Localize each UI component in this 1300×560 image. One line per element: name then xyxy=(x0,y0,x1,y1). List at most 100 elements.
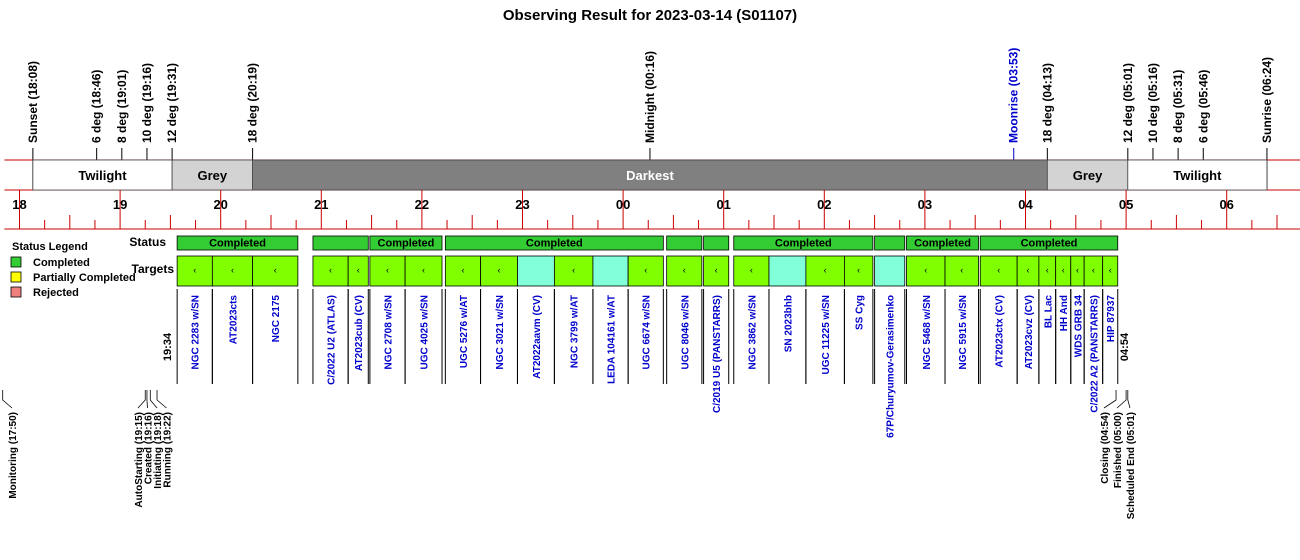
target-done-mark: ‹ xyxy=(997,265,1000,275)
status-segment-label: Completed xyxy=(378,238,435,250)
target-name: C/2022 U2 (ATLAS) xyxy=(327,295,338,385)
target-done-mark: ‹ xyxy=(857,265,860,275)
target-block xyxy=(480,255,518,287)
status-segment xyxy=(874,235,906,251)
target-name: UGC 5276 w/AT xyxy=(459,295,470,368)
target-done-mark: ‹ xyxy=(386,265,389,275)
event-leader-line xyxy=(149,390,158,409)
event-leader-line xyxy=(1127,390,1131,409)
hour-axis: 18 19 20 21 22 23 00 01 02 03 04 05 06 xyxy=(4,190,1300,230)
axis-tick-label: 01 xyxy=(716,197,730,212)
axis-tick-label: 19 xyxy=(113,197,127,212)
target-done-mark: ‹ xyxy=(1027,265,1030,275)
sun-event-label: 8 deg (19:01) xyxy=(115,70,129,143)
target-done-mark: ‹ xyxy=(683,265,686,275)
target-block xyxy=(944,255,979,287)
target-name: NGC 2175 xyxy=(271,295,282,343)
target-name: SN 2023bhb xyxy=(783,295,794,352)
target-name: UGC 11225 w/SN xyxy=(821,295,832,374)
target-name: NGC 5468 w/SN xyxy=(922,295,933,369)
event-label: Closing (04:54) xyxy=(1100,412,1111,484)
legend-label-completed: Completed xyxy=(33,257,90,269)
axis-tick-label: 18 xyxy=(12,197,26,212)
target-block xyxy=(979,255,1018,287)
event-label: Created (19:16) xyxy=(144,412,155,484)
target-name: C/2022 A2 (PANSTARRS) xyxy=(1089,295,1100,413)
target-done-mark: ‹ xyxy=(1092,265,1095,275)
target-block xyxy=(874,255,906,287)
target-name: C/2019 U5 (PANSTARRS) xyxy=(712,295,723,413)
sky-condition-bar: Twilight Grey Darkest Grey Twilight xyxy=(4,159,1300,191)
event-leader-line xyxy=(146,390,148,409)
target-done-mark: ‹ xyxy=(750,265,753,275)
target-done-mark: ‹ xyxy=(1046,265,1049,275)
target-done-mark: ‹ xyxy=(357,265,360,275)
status-segment xyxy=(979,235,1119,251)
target-done-mark: ‹ xyxy=(498,265,501,275)
target-done-mark: ‹ xyxy=(1062,265,1065,275)
status-segment xyxy=(312,235,369,251)
sun-event-label: 6 deg (18:46) xyxy=(90,70,104,143)
target-name: BL Lac xyxy=(1043,295,1054,329)
axis-tick-label: 02 xyxy=(817,197,831,212)
sun-event-label: Sunset (18:08) xyxy=(26,61,40,143)
axis-tick-label: 22 xyxy=(415,197,429,212)
target-name: NGC 2283 w/SN xyxy=(191,295,202,369)
target-name: SS Cyg xyxy=(855,295,866,330)
target-block xyxy=(666,255,703,287)
window-time-label: 04:54 xyxy=(1119,332,1131,361)
status-segment xyxy=(733,235,874,251)
target-name: LEDA 104161 w/AT xyxy=(607,295,618,384)
sky-band-label: Grey xyxy=(198,168,228,183)
sky-band-label: Twilight xyxy=(1173,168,1222,183)
status-segment-label: Completed xyxy=(1021,238,1078,250)
status-segment xyxy=(444,235,664,251)
sun-event-label: 8 deg (05:31) xyxy=(1171,70,1185,143)
target-block xyxy=(404,255,443,287)
event-leader-line xyxy=(2,390,13,409)
moonrise-label: Moonrise (03:53) xyxy=(1007,48,1021,143)
target-done-mark: ‹ xyxy=(1109,265,1112,275)
target-done-mark: ‹ xyxy=(193,265,196,275)
target-name: UGC 8046 w/SN xyxy=(680,295,691,369)
status-segment xyxy=(703,235,730,251)
status-row: Completed Completed Completed Completed Comp… xyxy=(176,235,1119,251)
target-block xyxy=(312,255,349,287)
target-done-mark: ‹ xyxy=(422,265,425,275)
target-name: UGC 6674 w/SN xyxy=(642,295,653,369)
event-label: Monitoring (17:50) xyxy=(8,412,19,499)
event-label: Scheduled End (05:01) xyxy=(1126,412,1137,519)
status-segment-label: Completed xyxy=(914,238,971,250)
status-segment xyxy=(369,235,443,251)
target-done-mark: ‹ xyxy=(274,265,277,275)
sun-event-label: 18 deg (20:19) xyxy=(246,63,260,143)
target-block xyxy=(252,255,299,287)
target-name: WDS GRB 34 xyxy=(1073,295,1084,358)
target-block xyxy=(592,255,629,287)
window-time-label: 19:34 xyxy=(162,332,174,361)
status-segment xyxy=(176,235,299,251)
target-done-mark: ‹ xyxy=(329,265,332,275)
event-leader-line xyxy=(1116,390,1127,409)
target-done-mark: ‹ xyxy=(715,265,718,275)
target-block xyxy=(1102,255,1119,287)
target-name: HIP 87937 xyxy=(1106,295,1117,343)
legend-label-rejected: Rejected xyxy=(33,287,79,299)
legend-swatch-partial xyxy=(10,271,22,283)
target-name: AT2023cub (CV) xyxy=(354,295,365,371)
sky-band-darkest xyxy=(252,159,1048,191)
status-segment xyxy=(666,235,703,251)
target-block xyxy=(805,255,845,287)
event-label: Initiating (19:18) xyxy=(153,412,164,489)
legend-title: Status Legend xyxy=(12,241,88,253)
target-block xyxy=(733,255,770,287)
sun-event-label: 10 deg (19:16) xyxy=(140,63,154,143)
axis-tick-label: 03 xyxy=(918,197,932,212)
event-label: Finished (05:00) xyxy=(1113,412,1124,488)
status-row-label: Status xyxy=(129,235,166,249)
status-legend: Status Legend Completed Partially Comple… xyxy=(10,241,136,299)
axis-tick-label: 05 xyxy=(1119,197,1133,212)
chart-title: Observing Result for 2023-03-14 (S01107) xyxy=(503,7,797,24)
target-done-mark: ‹ xyxy=(231,265,234,275)
target-done-mark: ‹ xyxy=(644,265,647,275)
